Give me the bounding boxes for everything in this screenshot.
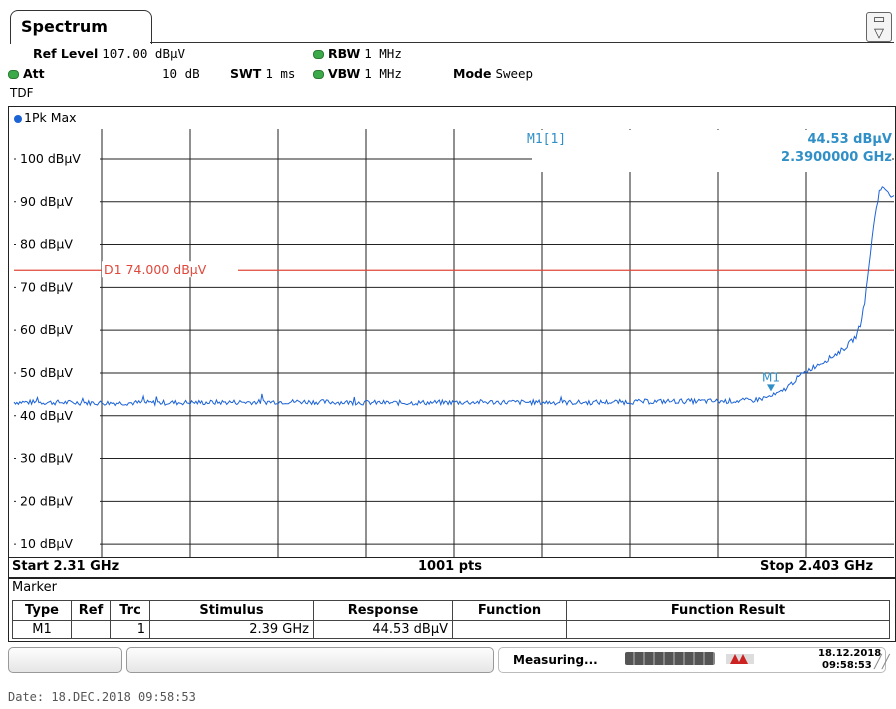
marker-table-title: Marker [12,580,57,595]
marker-table: Type Ref Trc Stimulus Response Function … [12,600,890,639]
progress-bar [625,652,715,665]
menu-icon[interactable]: ▭ ▽ [866,12,892,42]
tick-label-background [16,406,100,423]
footer-date: Date: 18.DEC.2018 09:58:53 [8,690,196,704]
y-tick-label: 40 dBµV [20,408,73,423]
y-tick-label: 90 dBµV [20,194,73,209]
tdf-label: TDF [10,86,34,100]
trace-indicator-icon [14,114,22,123]
att-setting[interactable]: Att [8,66,45,81]
cell-trc: 1 [110,620,150,639]
marker-m1-triangle [766,384,775,392]
mode-label: Mode [453,66,492,81]
vbw-status-icon [313,70,324,79]
trace-label: 1Pk Max [24,110,77,125]
tick-label-background [16,535,100,552]
display-line-label-background [102,261,238,278]
marker-readout-frequency: 2.3900000 GHz [781,150,892,165]
att-value: 10 dB [162,66,200,81]
att-label: Att [22,66,45,81]
ref-level-setting[interactable]: Ref Level 107.00 dBµV [33,46,185,61]
vbw-value: 1 MHz [364,66,402,81]
tick-label-background [16,321,100,338]
y-tick-label: 50 dBµV [20,365,73,380]
header-ref: Ref [71,600,111,621]
status-info-panel [498,647,886,673]
att-status-icon [8,70,19,79]
ref-level-value: 107.00 dBµV [102,46,186,61]
rbw-label: RBW [327,46,361,61]
marker-table-header: Type Ref Trc Stimulus Response Function … [12,600,890,621]
cell-stimulus: 2.39 GHz [149,620,314,639]
header-response: Response [313,600,453,621]
stop-frequency: Stop 2.403 GHz [760,559,874,574]
measuring-status: Measuring... [513,653,598,667]
tick-label-background [16,149,100,166]
trace-1-line [13,186,895,407]
tick-label-background [16,192,100,209]
display-line-label: D1 74.000 dBµV [104,262,207,277]
marker-readout-name: M1[1] [527,132,566,147]
marker-m1-label: M1 [762,370,780,384]
ref-level-label: Ref Level [33,46,99,61]
rbw-value: 1 MHz [364,46,402,61]
cell-ref [71,620,111,639]
y-tick-label: 60 dBµV [20,322,73,337]
remote-icon [726,651,754,666]
mode-setting[interactable]: Mode Sweep [453,66,533,81]
rbw-status-icon [313,50,324,59]
header-type: Type [12,600,72,621]
y-tick-label: 100 dBµV [20,151,81,166]
status-bar: Measuring... 18.12.2018 09:58:53 ╱╱ [8,645,894,677]
header-function-result: Function Result [566,600,890,621]
resize-grip-icon[interactable]: ╱╱ [874,655,890,670]
start-frequency: Start 2.31 GHz [12,559,120,574]
header-trc: Trc [110,600,150,621]
status-time: 09:58:53 [822,660,872,671]
marker-readout-level: 44.53 dBµV [808,132,893,147]
y-tick-label: 70 dBµV [20,279,73,294]
swt-label: SWT [230,66,262,81]
cell-function [452,620,567,639]
y-tick-label: 80 dBµV [20,237,73,252]
diagram-frame [8,106,896,578]
swt-value: 1 ms [265,66,296,81]
tick-label-background [16,363,100,380]
header-function: Function [452,600,567,621]
cell-type: M1 [12,620,72,639]
tab-divider [150,42,894,43]
tick-label-background [16,492,100,509]
table-row[interactable]: M1 1 2.39 GHz 44.53 dBµV [12,620,890,639]
tick-label-background [16,278,100,295]
tick-label-background [16,449,100,466]
mode-value: Sweep [495,66,534,81]
tab-title: Spectrum [21,17,108,36]
trace-legend: 1Pk Max [14,110,77,125]
status-field-1[interactable] [8,647,122,673]
tick-label-background [16,235,100,252]
sweep-points: 1001 pts [418,559,482,574]
y-tick-label: 10 dBµV [20,536,73,551]
rbw-setting[interactable]: RBW 1 MHz [313,46,402,61]
vbw-setting[interactable]: VBW 1 MHz [313,66,402,81]
y-tick-label: 30 dBµV [20,451,73,466]
status-field-2[interactable] [126,647,494,673]
frequency-axis-footer: Start 2.31 GHz 1001 pts Stop 2.403 GHz [8,557,894,577]
cell-response: 44.53 dBµV [313,620,453,639]
y-tick-label: 20 dBµV [20,493,73,508]
vbw-label: VBW [327,66,361,81]
swt-setting[interactable]: SWT 1 ms [230,66,295,81]
status-date: 18.12.2018 [818,648,882,659]
cell-function-result [566,620,890,639]
header-stimulus: Stimulus [149,600,314,621]
tab-spectrum[interactable]: Spectrum [10,10,152,44]
marker-readout-background [532,130,892,172]
